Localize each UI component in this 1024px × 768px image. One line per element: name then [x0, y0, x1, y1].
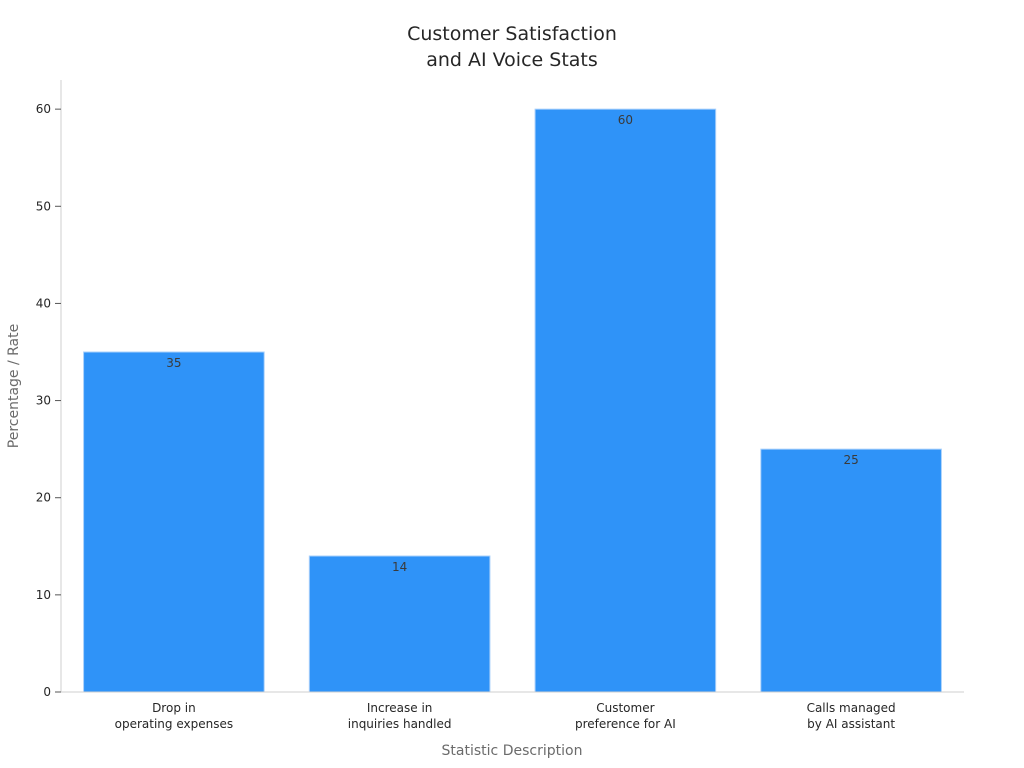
x-tick-label-line: operating expenses — [115, 717, 233, 731]
chart-title-line-2: and AI Voice Stats — [426, 49, 598, 71]
x-tick-label-line: preference for AI — [575, 717, 676, 731]
y-tick-label: 60 — [36, 102, 51, 116]
chart-title-line-1: Customer Satisfaction — [407, 23, 617, 45]
y-tick-label: 20 — [36, 491, 51, 505]
y-tick-label: 0 — [43, 685, 51, 699]
x-tick-label-line: Increase in — [367, 701, 433, 715]
y-axis-title: Percentage / Rate — [6, 324, 22, 448]
axes: 0 10 20 30 40 50 60 Drop in operating expenses In… — [36, 80, 964, 731]
y-tick-label: 50 — [36, 199, 51, 213]
x-tick-label-line: inquiries handled — [348, 717, 452, 731]
x-tick-label-line: Customer — [596, 701, 654, 715]
x-tick-label-line: Calls managed — [807, 701, 896, 715]
x-tick-label: Calls managed by AI assistant — [807, 701, 896, 731]
bar — [83, 351, 265, 693]
bar-value-label: 35 — [166, 356, 181, 370]
bar-value-label: 60 — [618, 113, 633, 127]
bar-value-label: 14 — [392, 560, 407, 574]
bar — [534, 108, 717, 693]
bars: 35 14 60 25 — [83, 108, 942, 693]
x-tick-label-line: by AI assistant — [807, 717, 895, 731]
x-tick-label: Customer preference for AI — [575, 701, 676, 731]
x-tick-label: Drop in operating expenses — [115, 701, 233, 731]
bar — [308, 555, 491, 693]
y-tick-label: 40 — [36, 296, 51, 310]
x-axis-title: Statistic Description — [442, 743, 583, 759]
y-tick-label: 30 — [36, 394, 51, 408]
y-tick-label: 10 — [36, 588, 51, 602]
x-tick-label-line: Drop in — [152, 701, 196, 715]
x-tick-label: Increase in inquiries handled — [348, 701, 452, 731]
bar — [760, 448, 942, 693]
bar-value-label: 25 — [843, 453, 858, 467]
